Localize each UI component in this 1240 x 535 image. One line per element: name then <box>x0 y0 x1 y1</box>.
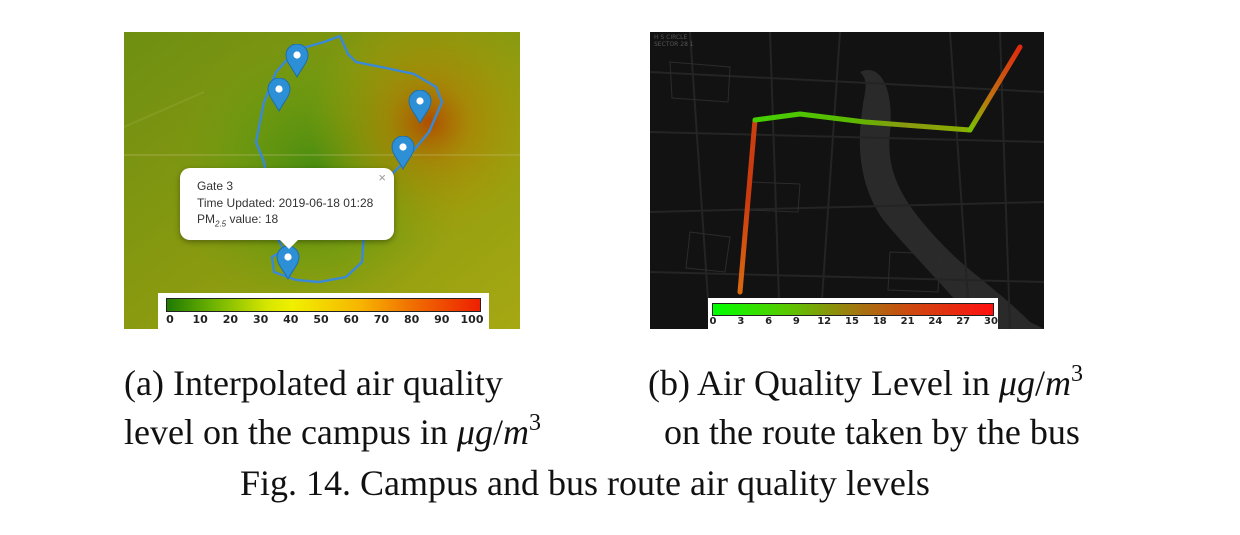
caption-b-line2: on the route taken by the bus <box>664 412 1080 452</box>
colorbar-tick-label: 12 <box>817 316 832 327</box>
route-segment-east <box>752 111 973 133</box>
colorbar-tick-label: 60 <box>343 313 359 326</box>
colorbar-tick-label: 18 <box>872 316 887 327</box>
figure-caption: Fig. 14. Campus and bus route air qualit… <box>240 463 930 503</box>
caption-b-line1: (b) Air Quality Level in μg/m3 <box>648 361 1084 403</box>
caption-a-line2: level on the campus in μg/m3 <box>124 410 542 452</box>
colorbar-tick-label: 10 <box>192 313 208 326</box>
route-map-canvas: H S CIRCLE SECTOR 28 1 <box>650 32 1044 329</box>
colorbar-tick-label: 80 <box>403 313 420 326</box>
colorbar-tick-label: 9 <box>792 316 800 327</box>
unit-den: m <box>503 412 530 452</box>
bus-route-map: H S CIRCLE SECTOR 28 1 0 3 6 9 12 15 18 21 24 27 3… <box>650 32 1044 329</box>
unit-den: m <box>1045 363 1072 403</box>
colorbar-tick-label: 6 <box>765 316 773 327</box>
colorbar-tick-label: 50 <box>313 313 329 326</box>
colorbar-tick-label: 90 <box>434 313 450 326</box>
map-pin-icon <box>285 43 309 79</box>
colorbar-tick-label: 15 <box>845 316 859 327</box>
map-marker-4[interactable] <box>390 135 416 171</box>
map-label-circle: H S CIRCLE <box>654 34 687 41</box>
unit-exp: 3 <box>529 410 542 436</box>
route-segment-north <box>967 44 1023 133</box>
unit-exp: 3 <box>1071 361 1084 387</box>
caption-b-line1-text: (b) Air Quality Level in <box>648 363 999 403</box>
map-pin-icon <box>267 77 291 113</box>
map-marker-3[interactable] <box>407 89 433 125</box>
colorbar-tick-label: 20 <box>222 313 239 326</box>
popup-gate-name: Gate 3 <box>197 179 234 193</box>
caption-a-line1: (a) Interpolated air quality <box>124 363 503 403</box>
route-colorbar-gradient <box>712 303 994 316</box>
campus-air-quality-map: × Gate 3 Time Updated: 2019-06-18 01:28 … <box>124 32 520 329</box>
campus-colorbar: 0 10 20 30 40 50 60 70 80 90 100 <box>158 293 489 329</box>
colorbar-tick-label: 27 <box>956 316 971 327</box>
unit-num: μg <box>456 412 493 452</box>
marker-popup: × Gate 3 Time Updated: 2019-06-18 01:28 … <box>180 168 394 249</box>
colorbar-tick-label: 24 <box>928 316 943 327</box>
map-label-sector: SECTOR 28 1 <box>654 41 694 48</box>
colorbar-tick-label: 30 <box>984 316 998 327</box>
map-pin-icon <box>391 135 415 171</box>
map-pin-icon <box>276 245 300 281</box>
pm-subscript: 2.5 <box>215 219 227 229</box>
campus-colorbar-gradient <box>166 298 481 312</box>
map-marker-1[interactable] <box>284 43 310 79</box>
caption-a-line2-text: level on the campus in <box>124 412 457 452</box>
colorbar-tick-label: 70 <box>373 313 390 326</box>
colorbar-tick-label: 100 <box>460 313 484 326</box>
close-icon[interactable]: × <box>378 170 386 185</box>
pm-value-text: value: 18 <box>226 212 279 226</box>
colorbar-tick-label: 3 <box>737 316 745 327</box>
route-colorbar-ticks: 0 3 6 9 12 15 18 21 24 27 30 <box>708 316 998 329</box>
map-marker-gate-3[interactable] <box>275 245 301 281</box>
popup-time-updated: Time Updated: 2019-06-18 01:28 <box>197 195 374 210</box>
colorbar-tick-label: 40 <box>283 313 299 326</box>
colorbar-tick-label: 0 <box>709 316 717 327</box>
map-marker-2[interactable] <box>266 77 292 113</box>
route-colorbar: 0 3 6 9 12 15 18 21 24 27 30 <box>708 298 998 329</box>
colorbar-tick-label: 21 <box>900 316 915 327</box>
colorbar-tick-label: 30 <box>252 313 269 326</box>
popup-pm-value: PM2.5 value: 18 <box>197 211 394 233</box>
colorbar-tick-label: 0 <box>166 313 174 326</box>
campus-colorbar-ticks: 0 10 20 30 40 50 60 70 80 90 100 <box>158 313 489 327</box>
unit-num: μg <box>998 363 1035 403</box>
map-pin-icon <box>408 89 432 125</box>
pm-label: PM <box>197 212 215 226</box>
route-segment-south <box>737 117 758 295</box>
